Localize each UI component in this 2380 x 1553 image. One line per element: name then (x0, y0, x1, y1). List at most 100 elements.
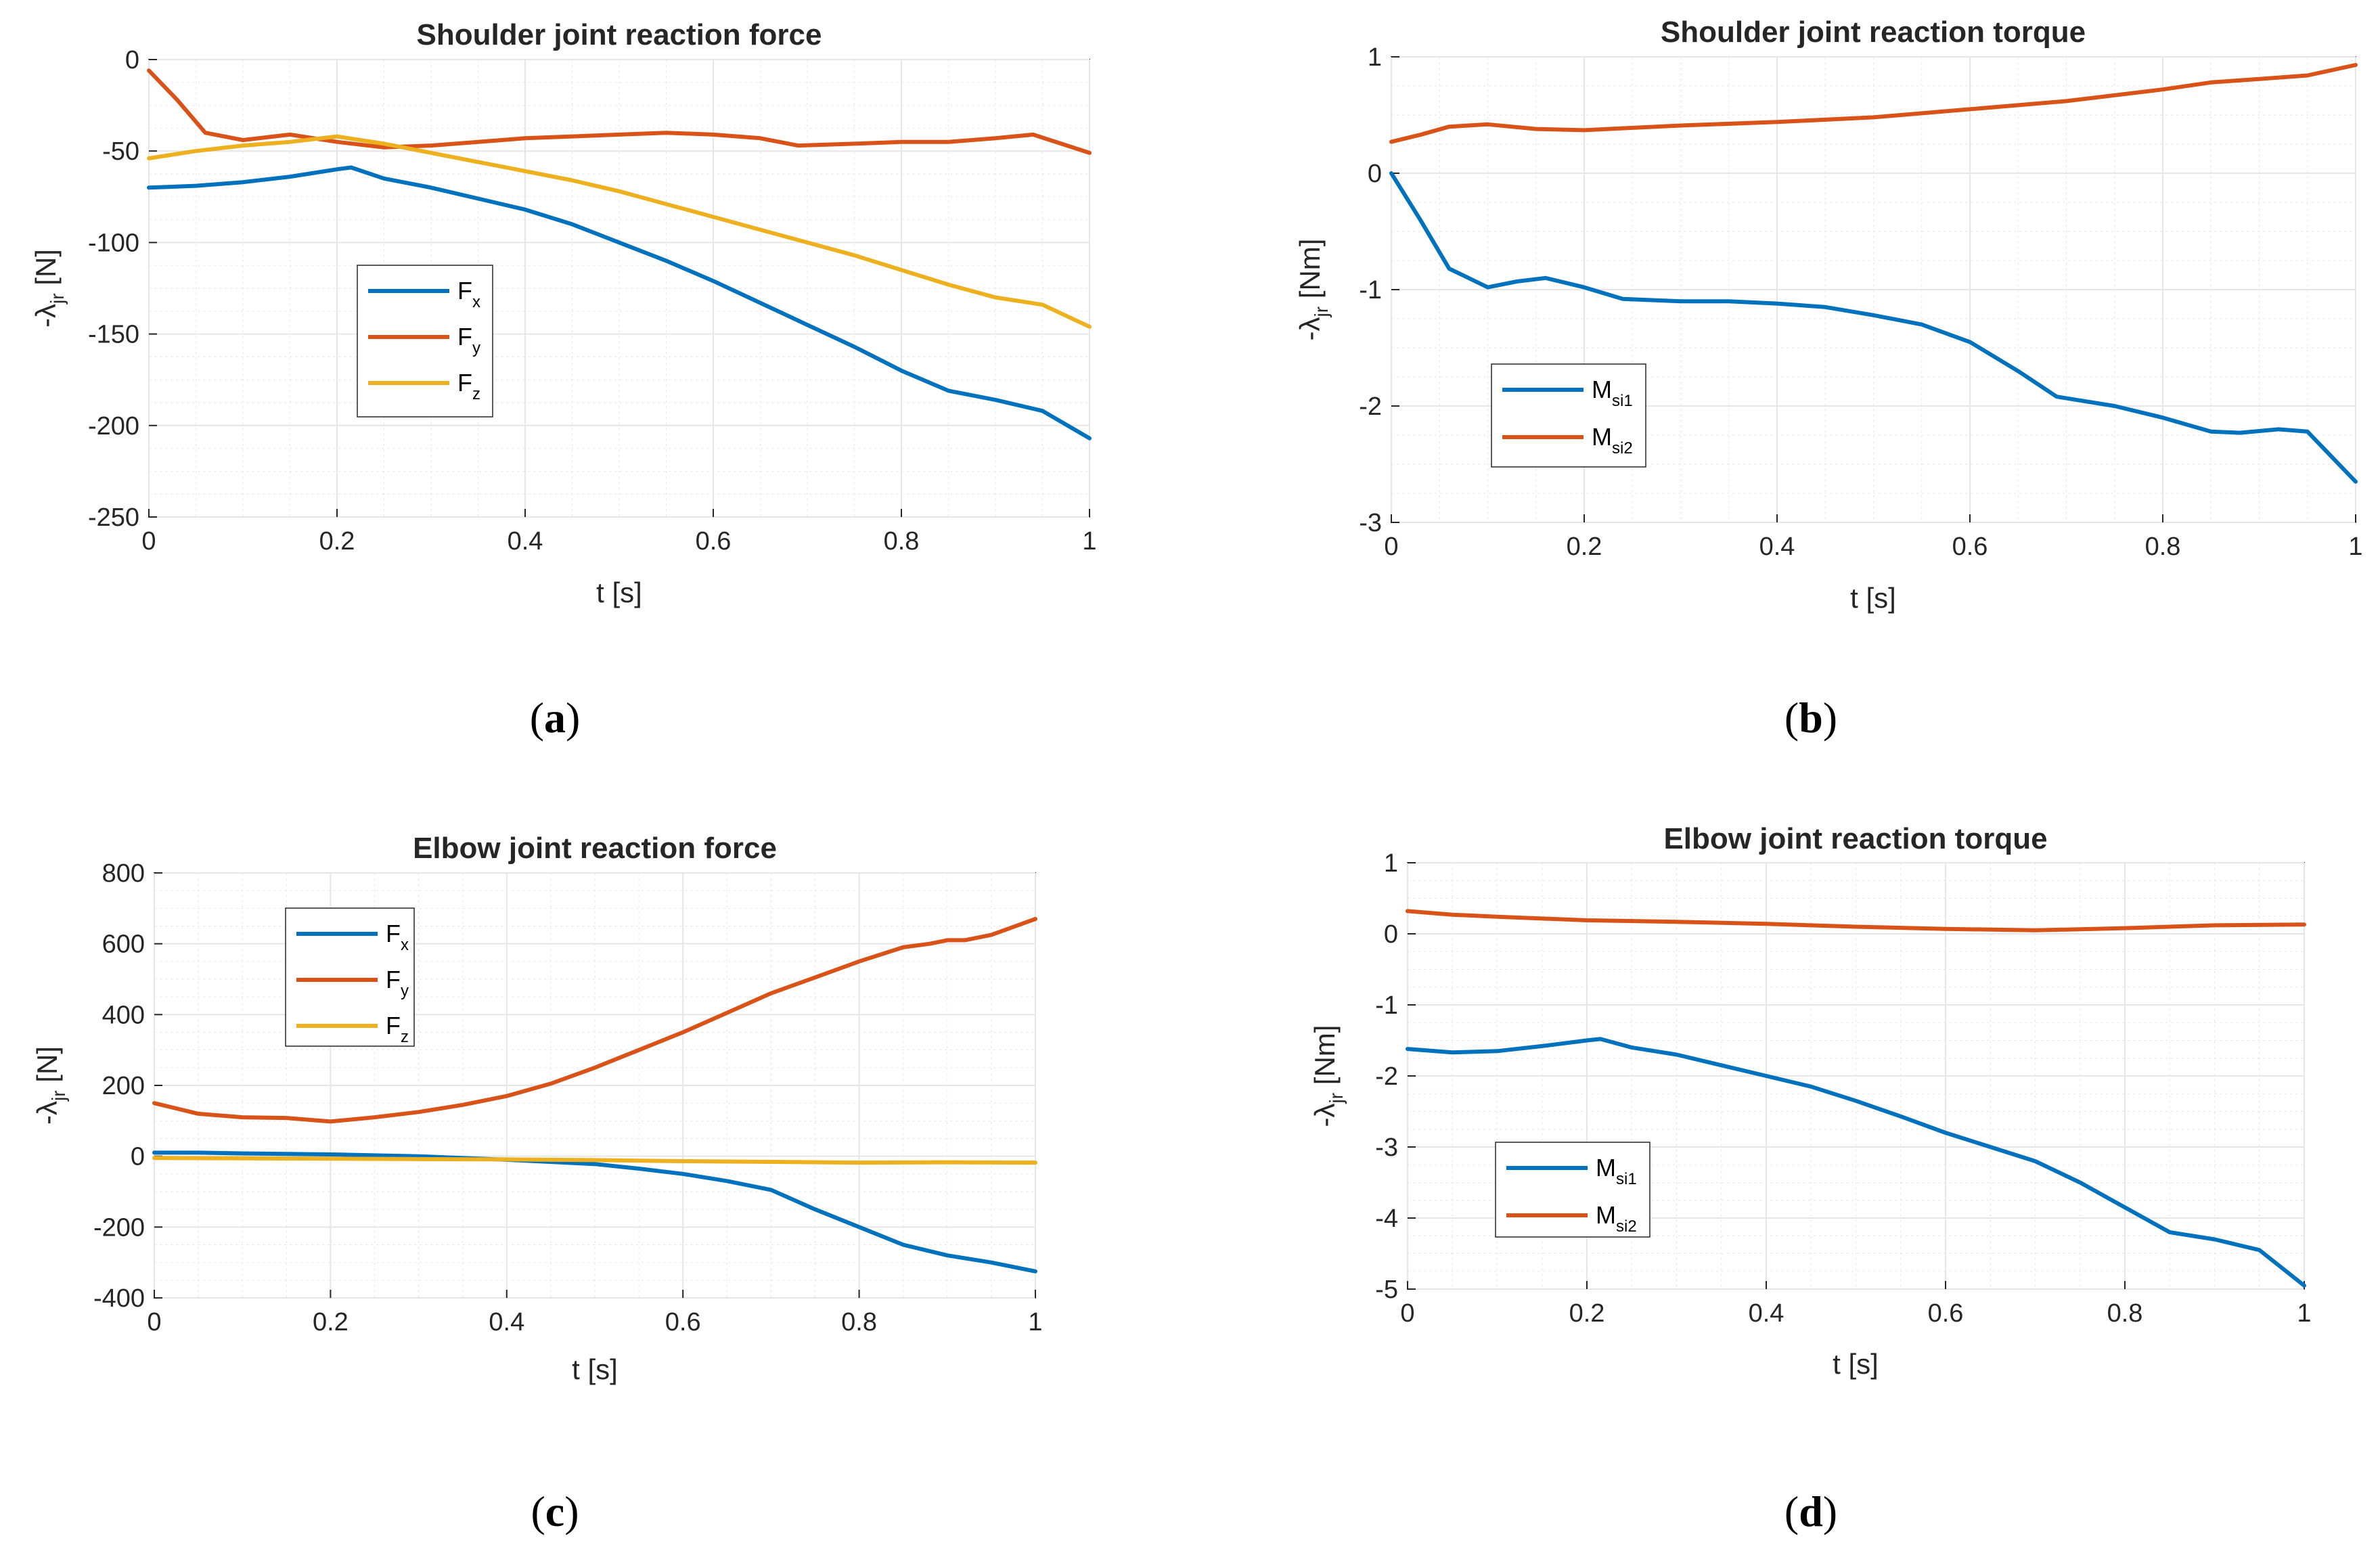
x-tick-label: 0.8 (841, 1308, 877, 1336)
y-tick-label: 0 (131, 1143, 145, 1171)
series-line-msi2 (1389, 63, 2358, 144)
grid-b (1391, 56, 2356, 523)
legend-label-fy: Fy (457, 323, 480, 357)
x-tick-label: 0.6 (1952, 533, 1988, 561)
legend-label-msi2: Msi2 (1596, 1201, 1637, 1236)
y-tick-label: -5 (1375, 1276, 1398, 1304)
grid-c (154, 872, 1036, 1299)
x-tick-label: 0 (141, 527, 156, 556)
x-tick-label: 0.2 (313, 1308, 349, 1336)
y-tick-label: -3 (1359, 509, 1382, 537)
y-axis-label-b: -λjr [Nm] (1294, 239, 1332, 341)
series-c (152, 917, 1037, 1274)
y-tick-label: -50 (102, 137, 139, 166)
y-tick-label: -150 (88, 321, 139, 349)
x-tick-label: 0.2 (319, 527, 355, 556)
x-tick-label: 0.2 (1567, 533, 1602, 561)
x-axis-label-c: t [s] (572, 1353, 618, 1385)
panel-a: Shoulder joint reaction force 0 0.2 0.4 0.6… (30, 18, 1097, 742)
legend-c: Fx Fy Fz (285, 907, 415, 1047)
caption-b: (b) (1784, 694, 1837, 742)
x-axis-label-d: t [s] (1833, 1348, 1879, 1380)
y-tick-label: 0 (1384, 920, 1398, 949)
y-tick-label: -400 (93, 1284, 145, 1313)
y-tick-label: 0 (125, 46, 139, 74)
x-tick-label: 0.6 (696, 527, 732, 556)
x-tick-label: 0 (1384, 533, 1398, 561)
caption-d: (d) (1784, 1487, 1837, 1535)
x-axis-label-a: t [s] (596, 577, 642, 608)
series-a (147, 68, 1092, 441)
y-axis-label-c: -λjr [N] (31, 1046, 69, 1125)
y-tick-label: 400 (102, 1001, 145, 1029)
x-tick-label: 0.6 (1928, 1299, 1964, 1328)
chart-title-a: Shoulder joint reaction force (417, 18, 822, 51)
x-tick-label: 1 (1082, 527, 1096, 556)
x-tick-label: 0.8 (2145, 533, 2181, 561)
y-tick-labels-a: -250 -200 -150 -100 -50 0 (88, 46, 139, 532)
x-tick-label: 1 (2297, 1299, 2311, 1328)
legend-label-msi1: Msi1 (1592, 376, 1633, 410)
series-line-msi2 (1406, 909, 2306, 932)
y-tick-labels-d: -5 -4 -3 -2 -1 0 1 (1375, 849, 1398, 1304)
x-tick-labels-c: 0 0.2 0.4 0.6 0.8 1 (147, 1308, 1042, 1336)
x-tick-label: 0.8 (2107, 1299, 2143, 1328)
chart-title-b: Shoulder joint reaction torque (1661, 16, 2086, 49)
y-axis-label-d: -λjr [Nm] (1309, 1025, 1347, 1127)
y-tick-label: -200 (88, 412, 139, 441)
x-tick-label: 0.4 (1759, 533, 1795, 561)
legend-b: Msi1 Msi2 (1491, 363, 1646, 468)
x-tick-label: 0.8 (884, 527, 920, 556)
series-d (1406, 909, 2306, 1288)
y-tick-label: -3 (1375, 1133, 1398, 1162)
y-tick-label: -1 (1375, 991, 1398, 1020)
chart-title-d: Elbow joint reaction torque (1663, 822, 2047, 855)
y-tick-label: -1 (1359, 276, 1382, 305)
legend-label-fy: Fy (386, 966, 409, 1000)
series-line-fx (152, 1150, 1037, 1274)
series-line-fz (147, 134, 1092, 329)
x-tick-label: 0.4 (508, 527, 543, 556)
legend-label-fz: Fz (386, 1012, 409, 1046)
y-tick-label: 1 (1368, 43, 1382, 72)
y-tick-labels-c: -400 -200 0 200 400 600 800 (93, 859, 145, 1313)
y-tick-label: -2 (1359, 392, 1382, 421)
series-line-fx (147, 165, 1092, 441)
grid-d (1407, 862, 2305, 1290)
legend-label-msi1: Msi1 (1596, 1154, 1637, 1188)
y-tick-label: 800 (102, 859, 145, 888)
y-tick-label: 200 (102, 1072, 145, 1100)
x-axis-label-b: t [s] (1850, 582, 1896, 614)
y-tick-label: -200 (93, 1213, 145, 1242)
y-tick-label: -4 (1375, 1205, 1398, 1233)
panel-d: Elbow joint reaction torque 0 0.2 0.4 0.6 0.… (1309, 822, 2312, 1535)
panel-b: Shoulder joint reaction torque 0 0.2 0.4 0.… (1294, 16, 2363, 742)
legend-label-fz: Fz (457, 369, 480, 403)
legend-label-fx: Fx (457, 277, 480, 311)
chart-title-c: Elbow joint reaction force (413, 832, 777, 865)
x-tick-label: 1 (2348, 533, 2362, 561)
x-tick-label: 0.4 (489, 1308, 524, 1336)
x-tick-label: 0.4 (1749, 1299, 1784, 1328)
legend-label-msi2: Msi2 (1592, 423, 1633, 457)
panel-c: Elbow joint reaction force 0 0.2 0.4 0.6 0.8… (31, 832, 1043, 1535)
y-tick-label: 600 (102, 930, 145, 959)
x-tick-labels-a: 0 0.2 0.4 0.6 0.8 1 (141, 527, 1096, 556)
caption-c: (c) (531, 1487, 579, 1535)
x-tick-labels-d: 0 0.2 0.4 0.6 0.8 1 (1400, 1299, 2311, 1328)
x-tick-label: 0 (147, 1308, 161, 1336)
y-tick-labels-b: -3 -2 -1 0 1 (1359, 43, 1382, 537)
y-tick-label: 1 (1384, 849, 1398, 878)
x-tick-label: 0.6 (665, 1308, 701, 1336)
legend-d: Msi1 Msi2 (1495, 1142, 1651, 1238)
x-tick-labels-b: 0 0.2 0.4 0.6 0.8 1 (1384, 533, 2362, 561)
series-line-fy (152, 917, 1037, 1124)
y-axis-label-a: -λjr [N] (30, 249, 68, 328)
legend-a: Fx Fy Fz (357, 265, 493, 418)
x-tick-label: 0 (1400, 1299, 1414, 1328)
y-tick-label: -2 (1375, 1062, 1398, 1091)
y-tick-label: -100 (88, 229, 139, 257)
series-line-fz (152, 1156, 1037, 1165)
legend-label-fx: Fx (386, 920, 409, 954)
